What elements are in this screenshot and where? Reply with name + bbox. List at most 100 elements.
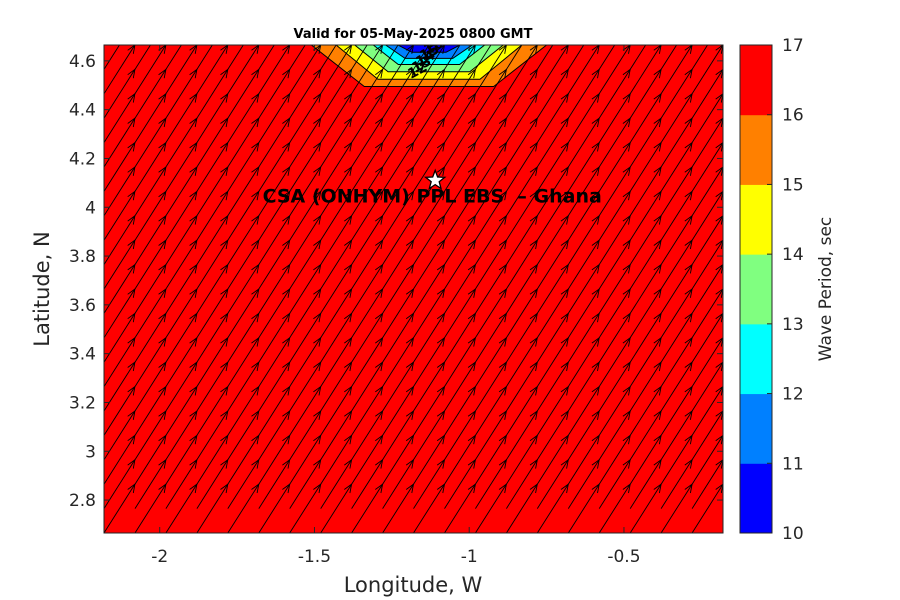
wave-vector-arrow bbox=[691, 68, 723, 119]
x-axis-label: Longitude, W bbox=[344, 573, 483, 597]
wave-vector-arrow bbox=[196, 45, 198, 46]
station-marker-group: CSA (ONHYM) PPL EBS – Ghana bbox=[263, 168, 602, 207]
colorbar-label: Wave Period, sec bbox=[816, 217, 836, 362]
wave-vector-arrow bbox=[258, 45, 291, 95]
wave-vector-arrow bbox=[104, 92, 136, 143]
colorbar-tick-label: 17 bbox=[782, 36, 804, 56]
wave-vector-arrow bbox=[104, 239, 136, 290]
x-tick-label: -2 bbox=[151, 547, 168, 567]
wave-vector-arrow bbox=[536, 45, 569, 95]
colorbar: 10 11 12 13 14 15 16 17 bbox=[739, 36, 804, 544]
wave-vector-arrow bbox=[134, 45, 167, 95]
wave-vector-arrow bbox=[227, 45, 229, 46]
wave-vector-arrow bbox=[691, 166, 723, 217]
wave-vector-arrow bbox=[104, 45, 105, 46]
x-tick-label: -1 bbox=[461, 547, 478, 567]
wave-vector-arrow bbox=[165, 45, 167, 46]
x-axis: -2 -1.5 -1 -0.5 bbox=[151, 45, 641, 567]
colorbar-segment bbox=[740, 393, 772, 464]
colorbar-segment bbox=[740, 184, 772, 255]
y-tick-label: 4.6 bbox=[69, 52, 96, 72]
wave-vector-arrow bbox=[691, 386, 723, 436]
wave-vector-arrow bbox=[599, 45, 600, 46]
wave-vector-arrow bbox=[630, 45, 631, 46]
colorbar-segment bbox=[740, 254, 772, 325]
wave-vector-arrow bbox=[382, 45, 414, 95]
colorbar-tick-label: 14 bbox=[782, 245, 804, 265]
wave-vector-arrow bbox=[692, 45, 693, 46]
wave-vector-arrow bbox=[104, 141, 136, 192]
wave-vector-arrow bbox=[104, 336, 136, 387]
colorbar-tick-label: 15 bbox=[782, 175, 804, 195]
wave-vector-arrow bbox=[135, 45, 136, 46]
wave-vector-arrow bbox=[537, 45, 538, 46]
x-tick-label: -1.5 bbox=[298, 547, 331, 567]
wave-vector-arrow bbox=[227, 45, 260, 95]
colorbar-tick-label: 12 bbox=[782, 385, 804, 405]
colorbar-frame bbox=[739, 44, 773, 534]
station-label: CSA (ONHYM) PPL EBS – Ghana bbox=[263, 185, 602, 207]
y-tick-label: 4.2 bbox=[69, 149, 96, 169]
colorbar-tick-label: 13 bbox=[782, 315, 804, 335]
colorbar-tick-label: 16 bbox=[782, 106, 804, 126]
colorbar-tick-label: 10 bbox=[782, 524, 804, 544]
wave-vector-arrow bbox=[444, 45, 476, 95]
wave-vector-arrow bbox=[567, 45, 600, 95]
station-star-icon bbox=[423, 168, 447, 191]
x-tick-label: -0.5 bbox=[607, 547, 640, 567]
wave-vector-arrow bbox=[691, 410, 723, 461]
wave-vector-arrow bbox=[165, 45, 198, 95]
wave-direction-vectors bbox=[104, 0, 754, 533]
wave-vector-arrow bbox=[691, 93, 723, 143]
wave-vector-arrow bbox=[691, 459, 723, 509]
wave-vector-arrow bbox=[691, 190, 723, 241]
wave-vector-arrow bbox=[691, 264, 723, 314]
y-tick-label: 3.8 bbox=[69, 247, 96, 267]
wave-vector-arrow bbox=[351, 45, 384, 95]
wave-vector-arrow bbox=[506, 45, 538, 95]
colorbar-tick-label: 11 bbox=[782, 454, 804, 474]
colorbar-segment bbox=[740, 323, 772, 395]
wave-vector-arrow bbox=[691, 288, 723, 339]
wave-vector-arrow bbox=[691, 483, 723, 533]
wave-vector-arrow bbox=[598, 45, 631, 95]
wave-vector-arrow bbox=[691, 117, 723, 168]
wave-vector-arrow bbox=[196, 45, 229, 95]
wave-vector-arrow bbox=[104, 45, 136, 95]
y-tick-label: 3.2 bbox=[69, 393, 96, 413]
plot-frame bbox=[103, 44, 724, 534]
wave-vector-arrow bbox=[629, 45, 662, 95]
wave-vector-arrow bbox=[289, 45, 322, 95]
wave-vector-arrow bbox=[691, 215, 723, 265]
wave-vector-arrow bbox=[320, 45, 353, 95]
y-tick-label: 4.4 bbox=[69, 101, 96, 121]
colorbar-segment bbox=[740, 45, 772, 116]
y-tick-label: 3.4 bbox=[69, 345, 96, 365]
wave-vector-arrow bbox=[568, 45, 569, 46]
y-tick-label: 4 bbox=[85, 198, 96, 218]
wave-vector-arrow bbox=[691, 142, 723, 192]
wave-vector-arrow bbox=[104, 434, 136, 485]
y-tick-label: 3.6 bbox=[69, 296, 96, 316]
wave-vector-arrow bbox=[691, 45, 723, 95]
wave-vector-arrow bbox=[660, 45, 693, 95]
wave-vector-arrow bbox=[691, 337, 723, 387]
colorbar-segment bbox=[740, 114, 772, 185]
y-axis: 2.8 3 3.2 3.4 3.6 3.8 4 4.2 4.4 4.6 bbox=[69, 52, 723, 511]
wave-vector-arrow bbox=[413, 45, 445, 95]
wave-vector-arrow bbox=[691, 312, 723, 363]
wave-vector-arrow bbox=[104, 190, 136, 241]
wave-vector-arrow bbox=[475, 45, 507, 95]
y-tick-label: 3 bbox=[85, 442, 96, 462]
y-tick-label: 2.8 bbox=[69, 491, 96, 511]
y-axis-label: Latitude, N bbox=[30, 231, 54, 347]
wave-vector-arrow bbox=[691, 434, 723, 485]
wave-vector-arrow bbox=[691, 239, 723, 290]
wave-vector-arrow bbox=[104, 287, 136, 339]
wave-vector-arrow bbox=[104, 385, 136, 436]
wave-vector-arrow bbox=[661, 45, 662, 46]
wave-vector-arrow bbox=[723, 0, 754, 45]
chart-title: Valid for 05-May-2025 0800 GMT bbox=[294, 27, 533, 42]
